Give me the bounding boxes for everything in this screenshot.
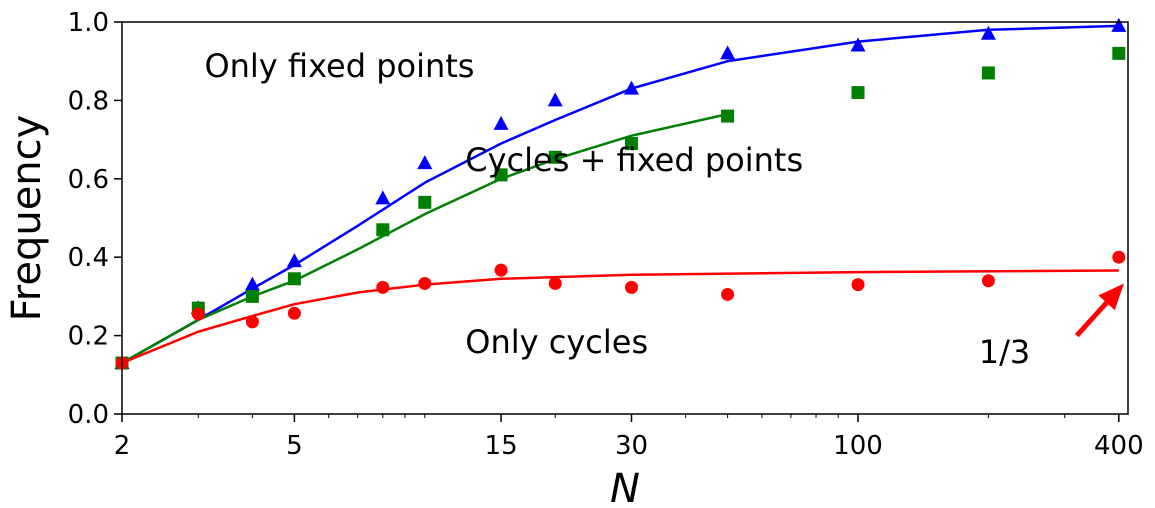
- data-point-triangle: [286, 253, 302, 268]
- data-point-triangle: [1111, 17, 1127, 32]
- arrow-head: [1098, 283, 1124, 311]
- data-point-square: [981, 66, 995, 80]
- fit-line: [121, 112, 728, 365]
- plot-frame: [121, 21, 1129, 415]
- data-point-square: [418, 195, 432, 209]
- data-point-circle: [721, 287, 735, 301]
- data-point-square: [245, 289, 259, 303]
- annotation-text: 1/3: [979, 333, 1031, 371]
- plot-frame-rect: [121, 21, 1129, 415]
- data-point-triangle: [980, 25, 996, 40]
- x-tick-label: 2: [114, 431, 131, 461]
- data-point-triangle: [417, 155, 433, 170]
- data-point-circle: [1112, 250, 1126, 264]
- arrow-shaft: [1074, 301, 1109, 338]
- data-point-triangle: [493, 115, 509, 130]
- x-tick-label: 30: [615, 431, 648, 461]
- y-tick-label: 0.4: [68, 243, 109, 273]
- x-axis-title: N: [610, 466, 640, 508]
- annotation-text: Only fixed points: [204, 47, 474, 85]
- annotations: Only fixed points Cycles + fixed points On…: [204, 47, 1124, 371]
- data-point-square: [624, 137, 638, 151]
- x-tick-label: 15: [485, 431, 518, 461]
- data-point-triangle: [375, 190, 391, 205]
- data-point-triangle: [547, 92, 563, 107]
- data-point-square: [287, 272, 301, 286]
- data-point-circle: [494, 263, 508, 277]
- fit-line: [121, 269, 1119, 365]
- y-tick-label: 0.0: [68, 400, 109, 430]
- annotation-text: Cycles + fixed points: [465, 141, 803, 179]
- data-point-square: [1112, 46, 1126, 60]
- data-point-triangle: [720, 45, 736, 60]
- y-tick-label: 0.6: [68, 165, 109, 195]
- data-point-square: [851, 86, 865, 100]
- data-point-square: [721, 109, 735, 123]
- axes: 0.0 0.2 0.4 0.6 0.8 1.0 2 5 15 30 100 400 N Frequency: [4, 8, 1144, 508]
- x-tick-label: 5: [286, 431, 303, 461]
- data-point-triangle: [623, 80, 639, 95]
- annotation-text: Only cycles: [465, 323, 648, 361]
- data-point-circle: [287, 306, 301, 320]
- data-point-triangle: [850, 37, 866, 52]
- data-markers: [114, 17, 1127, 370]
- data-point-circle: [245, 315, 259, 329]
- data-point-circle: [418, 276, 432, 290]
- data-point-square: [548, 150, 562, 164]
- data-point-circle: [376, 280, 390, 294]
- data-point-circle: [981, 274, 995, 288]
- data-point-circle: [624, 280, 638, 294]
- x-tick-label: 100: [833, 431, 883, 461]
- data-point-circle: [548, 276, 562, 290]
- y-tick-label: 0.8: [68, 86, 109, 116]
- data-point-square: [376, 223, 390, 237]
- y-tick-label: 0.2: [68, 322, 109, 352]
- data-point-square: [494, 168, 508, 182]
- data-point-circle: [851, 278, 865, 292]
- y-tick-label: 1.0: [68, 8, 109, 38]
- x-tick-label: 400: [1094, 431, 1144, 461]
- data-point-triangle: [244, 276, 260, 291]
- y-axis-title: Frequency: [4, 115, 50, 322]
- data-point-circle: [191, 307, 205, 321]
